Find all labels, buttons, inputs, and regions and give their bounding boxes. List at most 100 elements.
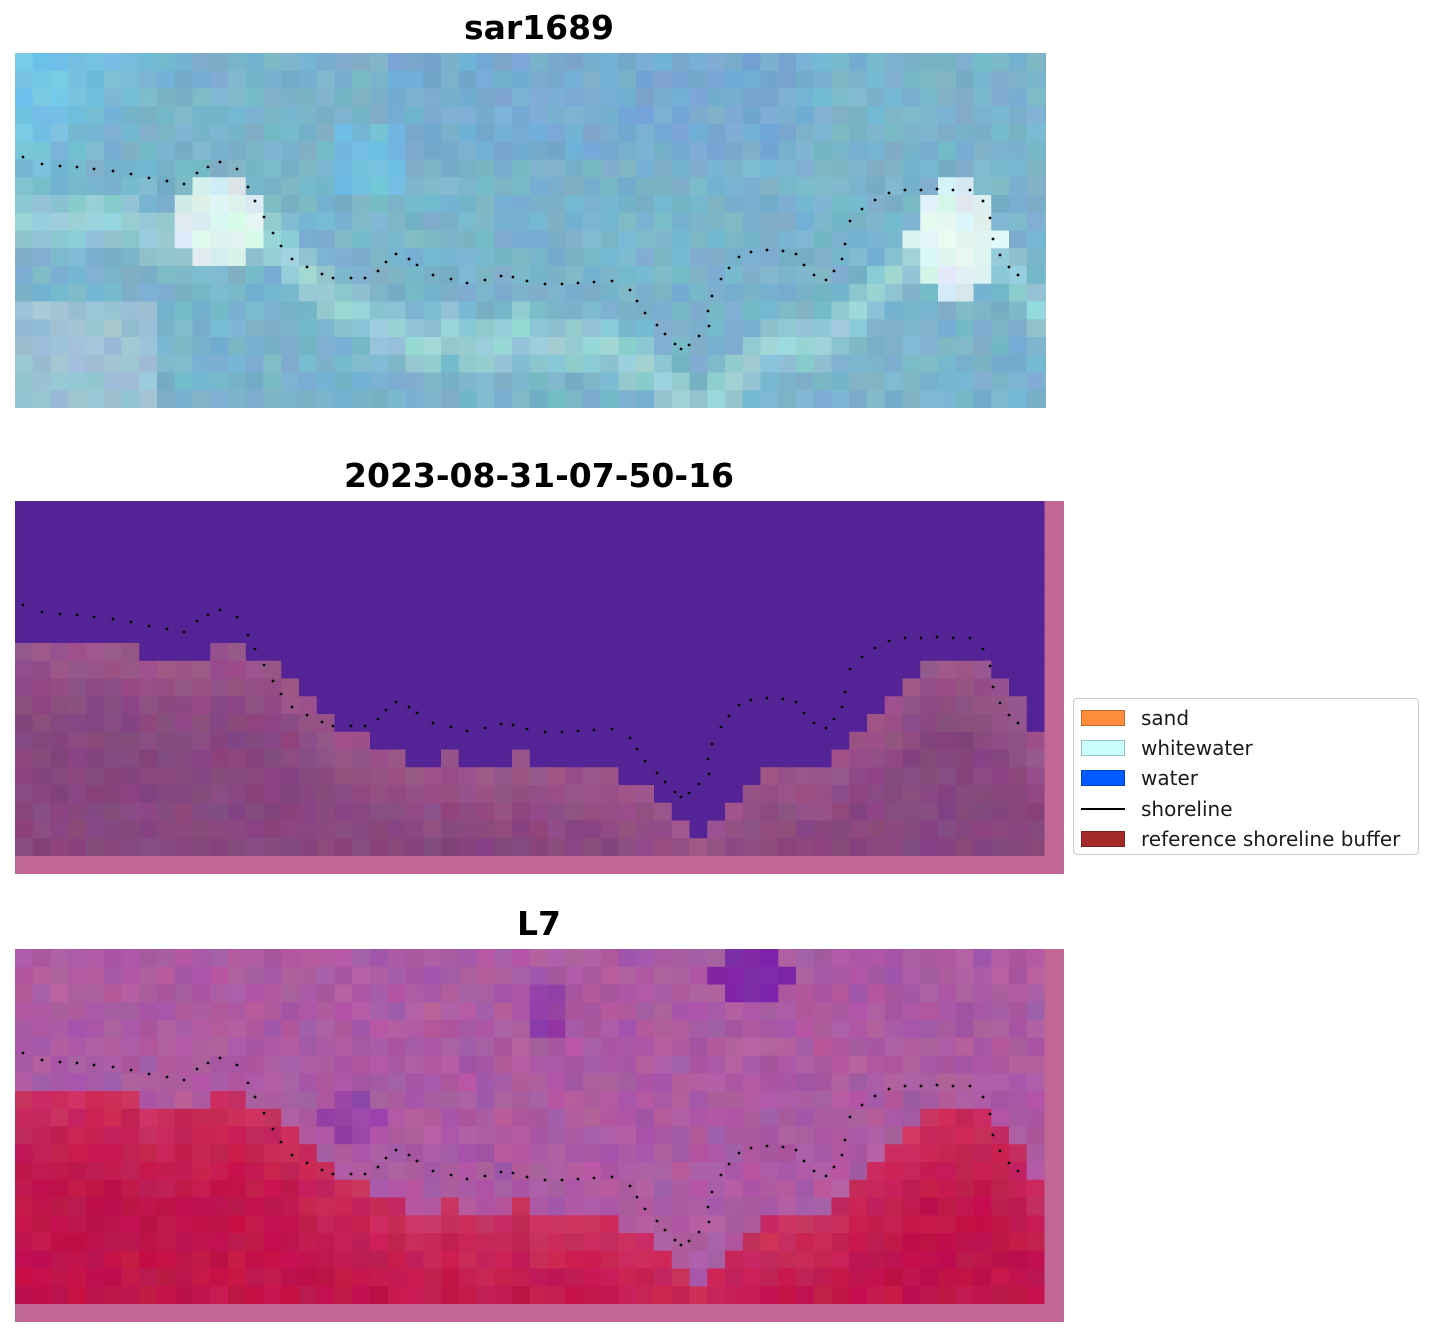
shoreline-dot bbox=[384, 260, 388, 264]
shoreline-dot bbox=[1016, 1169, 1020, 1173]
shoreline-dot bbox=[384, 1156, 388, 1160]
shoreline-dot bbox=[903, 1084, 907, 1088]
shoreline-dot bbox=[560, 1178, 564, 1182]
shoreline-dot bbox=[919, 636, 923, 640]
shoreline-dot bbox=[824, 278, 828, 282]
shoreline-dot bbox=[749, 698, 753, 702]
shoreline-dot bbox=[765, 1144, 769, 1148]
shoreline-dot bbox=[407, 1153, 411, 1157]
shoreline-dot bbox=[919, 188, 923, 192]
shoreline-dot bbox=[737, 1151, 741, 1155]
shoreline-dot bbox=[737, 255, 741, 259]
shoreline-dot bbox=[363, 276, 367, 280]
shoreline-dot bbox=[935, 1083, 939, 1087]
shoreline-dot bbox=[610, 279, 614, 283]
shoreline-dot bbox=[663, 780, 667, 784]
shoreline-dot bbox=[687, 343, 691, 347]
shoreline-dot bbox=[253, 199, 257, 203]
shoreline-dot bbox=[465, 729, 469, 733]
shoreline-dot bbox=[483, 726, 487, 730]
shoreline-dot bbox=[643, 311, 647, 315]
shoreline-dot bbox=[40, 1058, 44, 1062]
shoreline-dot bbox=[840, 1153, 844, 1157]
legend-label-reference-buffer: reference shoreline buffer bbox=[1141, 826, 1401, 851]
shoreline-dots bbox=[21, 603, 1020, 799]
shoreline-dot bbox=[279, 692, 283, 696]
shoreline-dot bbox=[727, 714, 731, 718]
shoreline-dot bbox=[635, 299, 639, 303]
shoreline-dot bbox=[40, 610, 44, 614]
shoreline-dot bbox=[111, 1065, 115, 1069]
shoreline-dot bbox=[706, 309, 710, 313]
shoreline-dot bbox=[687, 791, 691, 795]
shoreline-dot bbox=[988, 216, 992, 220]
shoreline-dot bbox=[235, 1063, 239, 1067]
shoreline-dot bbox=[802, 263, 806, 267]
shoreline-dot bbox=[576, 281, 580, 285]
shoreline-dot bbox=[663, 332, 667, 336]
shoreline-dot bbox=[727, 266, 731, 270]
shoreline-dot bbox=[643, 1207, 647, 1211]
shoreline-dot bbox=[218, 160, 222, 164]
shoreline-dot bbox=[525, 727, 529, 731]
shoreline-dot bbox=[394, 252, 398, 256]
shoreline-dot bbox=[92, 167, 96, 171]
shoreline-dot bbox=[1016, 273, 1020, 277]
shoreline-dot bbox=[511, 275, 515, 279]
shoreline-dot bbox=[206, 613, 210, 617]
shoreline-dot bbox=[749, 250, 753, 254]
legend-label-sand: sand bbox=[1141, 706, 1190, 731]
shoreline-dot bbox=[707, 1220, 711, 1224]
shoreline-dot bbox=[673, 342, 677, 346]
shoreline-dot bbox=[431, 273, 435, 277]
shoreline-dot bbox=[129, 1068, 133, 1072]
pixel-grid bbox=[15, 53, 1046, 408]
shoreline-dot bbox=[363, 1172, 367, 1176]
shoreline-dot bbox=[92, 615, 96, 619]
shoreline-dot bbox=[349, 724, 353, 728]
shoreline-dot bbox=[991, 1133, 995, 1137]
shoreline-dot bbox=[843, 690, 847, 694]
shoreline-dot bbox=[988, 664, 992, 668]
shoreline-dot bbox=[1007, 265, 1011, 269]
legend-label-whitewater: whitewater bbox=[1141, 736, 1253, 761]
shoreline-dot bbox=[860, 1103, 864, 1107]
shoreline-dot bbox=[998, 253, 1002, 257]
legend: sand whitewater water shoreline referenc… bbox=[1073, 698, 1419, 855]
shoreline-dot bbox=[968, 636, 972, 640]
shoreline-dot bbox=[129, 620, 133, 624]
shoreline-dot bbox=[635, 1195, 639, 1199]
shoreline-dot bbox=[812, 1169, 816, 1173]
shoreline-dot bbox=[991, 685, 995, 689]
shoreline-dot bbox=[1007, 713, 1011, 717]
shoreline-dots bbox=[21, 1051, 1020, 1247]
shoreline-line-symbol bbox=[1081, 807, 1125, 810]
shoreline-dot bbox=[697, 1230, 701, 1234]
shoreline-dot bbox=[610, 1175, 614, 1179]
shoreline-dot bbox=[21, 1051, 25, 1055]
shoreline-dot bbox=[968, 188, 972, 192]
shoreline-dot bbox=[981, 647, 985, 651]
shoreline-dot bbox=[218, 1056, 222, 1060]
shoreline-dot bbox=[376, 717, 380, 721]
shoreline-dot bbox=[407, 257, 411, 261]
sand-swatch bbox=[1081, 710, 1125, 727]
reference-buffer-swatch bbox=[1081, 830, 1125, 847]
shoreline-dot bbox=[802, 1159, 806, 1163]
shoreline-dot bbox=[75, 165, 79, 169]
shoreline-dot bbox=[628, 736, 632, 740]
shoreline-dot bbox=[147, 1072, 151, 1076]
shoreline-dot bbox=[843, 1138, 847, 1142]
shoreline-dot bbox=[673, 790, 677, 794]
ndwi-image-panel bbox=[15, 949, 1064, 1322]
shoreline-dot bbox=[40, 162, 44, 166]
legend-item-water: water bbox=[1081, 763, 1418, 793]
shoreline-dot bbox=[271, 231, 275, 235]
shoreline-dot bbox=[1016, 721, 1020, 725]
shoreline-dot bbox=[794, 252, 798, 256]
shoreline-dot bbox=[903, 636, 907, 640]
shoreline-dot bbox=[560, 282, 564, 286]
shoreline-dot bbox=[511, 1171, 515, 1175]
shoreline-dot bbox=[483, 1174, 487, 1178]
shoreline-dot bbox=[543, 1178, 547, 1182]
